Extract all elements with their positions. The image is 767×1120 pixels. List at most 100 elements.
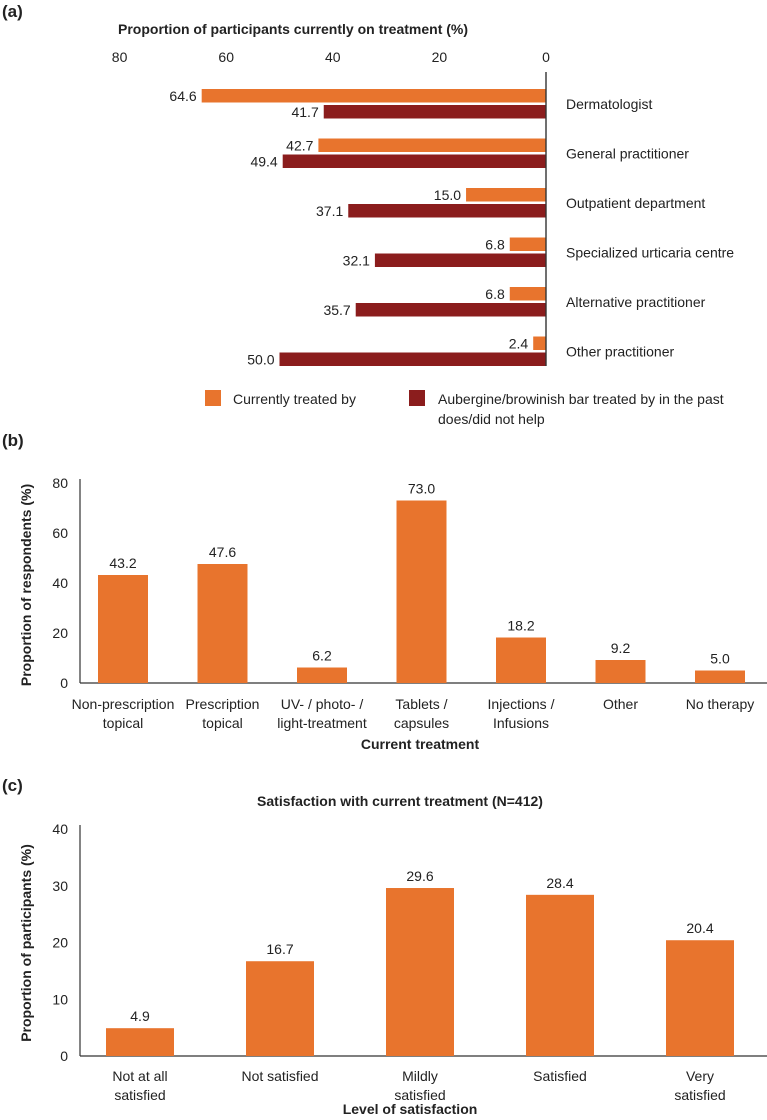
category-label: Injections / [488,696,555,712]
category-label: topical [103,715,143,731]
y-tick-label: 20 [52,935,68,951]
panel-b-x-axis-title: Current treatment [361,736,480,752]
category-label: capsules [394,715,449,731]
x-tick-label: 0 [542,49,550,65]
category-label: Alternative practitioner [566,294,706,310]
panel-b-y-axis-title: Proportion of respondents (%) [18,484,34,686]
category-label: satisfied [394,1087,445,1103]
bar [197,564,248,683]
data-label-current: 15.0 [434,187,461,203]
category-label: Not satisfied [241,1068,318,1084]
bar [526,894,594,1056]
y-tick-label: 10 [52,991,68,1007]
y-tick-label: 40 [52,575,68,591]
category-label: Very [686,1068,714,1084]
y-tick-label: 40 [52,821,68,837]
category-label: satisfied [114,1087,165,1103]
legend: Currently treated by Aubergine/browinish… [205,390,724,427]
category-label: satisfied [674,1087,725,1103]
x-tick-label: 40 [325,49,341,65]
bar [98,575,148,683]
data-label: 73.0 [408,481,435,497]
x-tick-label: 20 [432,49,448,65]
data-label: 18.2 [507,618,534,634]
bar [297,667,347,683]
y-tick-label: 20 [52,625,68,641]
data-label-past: 50.0 [247,352,274,368]
bar [106,1028,174,1056]
category-label: Dermatologist [566,96,652,112]
category-label: Other [603,696,638,712]
panel-a-x-ticks: 80 60 40 20 0 [112,49,550,65]
bar-current-treated [318,138,546,152]
category-label: light-treatment [277,715,367,731]
bar-current-treated [509,237,546,251]
panel-a-title: Proportion of participants currently on … [118,21,468,37]
category-label: No therapy [686,696,754,712]
data-label-current: 6.8 [485,237,505,253]
bar [386,888,454,1056]
panel-c-title: Satisfaction with current treatment (N=4… [257,793,543,809]
data-label-current: 64.6 [169,88,196,104]
data-label-current: 42.7 [286,138,313,154]
bar [396,500,447,683]
data-label-past: 35.7 [323,302,350,318]
data-label: 20.4 [686,920,713,936]
legend-label-past-line2: does/did not help [438,411,545,427]
panel-a-bars: 64.6 41.7 42.7 49.4 15.0 37.1 6.8 32.1 6.8 35.7 2.… [169,72,547,368]
panel-c-x-axis-title: Level of satisfaction [343,1101,478,1117]
category-label: Prescription [186,696,260,712]
bar-past-treated [279,352,546,366]
data-label: 16.7 [266,941,293,957]
legend-label-past-line1: Aubergine/browinish bar treated by in th… [438,391,724,407]
legend-swatch-past [409,390,425,406]
bar-past-treated [282,154,546,168]
y-tick-label: 80 [52,475,68,491]
panel-c-y-axis-title: Proportion of participants (%) [18,844,34,1042]
panel-c-label: (c) [2,776,23,795]
panel-b-label: (b) [2,431,24,450]
bar-current-treated [201,89,546,103]
legend-label-current: Currently treated by [233,391,356,407]
category-label: General practitioner [566,146,689,162]
bar-current-treated [533,336,546,350]
bar [595,660,646,683]
bar-past-treated [355,303,546,317]
bar-current-treated [509,287,546,301]
data-label-past: 49.4 [250,154,277,170]
data-label-current: 6.8 [485,286,505,302]
data-label-past: 37.1 [316,203,343,219]
bar-current-treated [466,188,546,202]
panel-a-categories: Dermatologist General practitioner Outpati… [566,96,734,360]
data-label: 6.2 [312,648,332,664]
panel-c-chart: 0 10 20 30 40 4.9 Not at all satisfied 16.7 Not s… [52,821,767,1103]
data-label: 9.2 [611,640,631,656]
bar [496,637,546,683]
data-label: 43.2 [109,555,136,571]
data-label: 47.6 [209,544,236,560]
y-tick-label: 60 [52,525,68,541]
category-label: Satisfied [533,1068,587,1084]
bar [666,940,734,1056]
category-label: Non-prescription [72,696,175,712]
category-label: Tablets / [395,696,447,712]
x-tick-label: 60 [218,49,234,65]
y-tick-label: 30 [52,878,68,894]
x-tick-label: 80 [112,49,128,65]
bar-past-treated [348,204,546,218]
data-label-current: 2.4 [509,336,529,352]
bar [246,961,314,1056]
y-tick-label: 0 [60,675,68,691]
data-label: 28.4 [546,875,573,891]
category-label: Outpatient department [566,195,705,211]
bar-past-treated [374,253,546,267]
data-label: 29.6 [406,868,433,884]
category-label: topical [202,715,242,731]
data-label: 5.0 [710,651,730,667]
data-label: 4.9 [130,1008,150,1024]
category-label: Infusions [493,715,549,731]
category-label: Not at all [112,1068,167,1084]
legend-swatch-current [205,390,221,406]
category-label: Mildly [402,1068,438,1084]
